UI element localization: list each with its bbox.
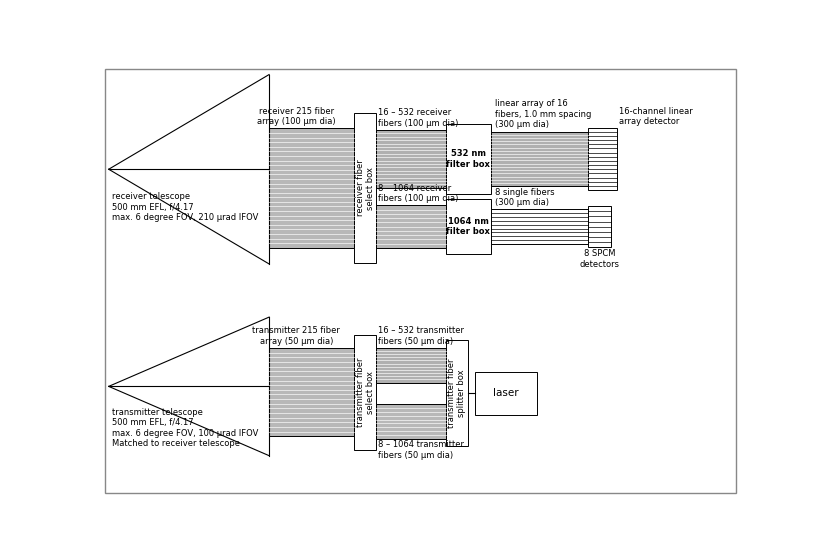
Text: transmitter telescope
500 mm EFL, f/4.17
max. 6 degree FOV, 100 μrad IFOV
Matche: transmitter telescope 500 mm EFL, f/4.17…: [111, 408, 258, 448]
Text: receiver telescope
500 mm EFL, f/4.17
max. 6 degree FOV, 210 μrad IFOV: receiver telescope 500 mm EFL, f/4.17 ma…: [111, 192, 258, 222]
Text: 16-channel linear
array detector: 16-channel linear array detector: [618, 107, 692, 126]
Bar: [587, 206, 610, 247]
Bar: [376, 404, 446, 439]
Text: receiver 215 fiber
array (100 μm dia): receiver 215 fiber array (100 μm dia): [256, 107, 335, 126]
Text: 16 – 532 receiver
fibers (100 μm dia): 16 – 532 receiver fibers (100 μm dia): [378, 108, 458, 128]
Text: 8 – 1064 receiver
fibers (100 μm dia): 8 – 1064 receiver fibers (100 μm dia): [378, 184, 458, 203]
Text: transmitter 215 fiber
array (50 μm dia): transmitter 215 fiber array (50 μm dia): [252, 326, 340, 345]
Text: 16 – 532 transmitter
fibers (50 μm dia): 16 – 532 transmitter fibers (50 μm dia): [378, 326, 464, 345]
Text: 8 – 1064 transmitter
fibers (50 μm dia): 8 – 1064 transmitter fibers (50 μm dia): [378, 440, 464, 460]
Bar: [491, 131, 587, 186]
Bar: [475, 372, 536, 415]
Bar: [587, 128, 617, 190]
Text: 8 SPCM
detectors: 8 SPCM detectors: [578, 250, 618, 268]
Bar: [446, 340, 467, 447]
Bar: [354, 113, 376, 263]
Text: transmitter fiber
select box: transmitter fiber select box: [355, 358, 374, 427]
Text: laser: laser: [493, 388, 518, 398]
Text: transmitter fiber
splitter box: transmitter fiber splitter box: [446, 359, 466, 428]
Bar: [446, 199, 491, 254]
Text: 1064 nm
filter box: 1064 nm filter box: [446, 217, 490, 236]
Bar: [269, 129, 354, 248]
Bar: [376, 130, 446, 188]
Text: receiver fiber
select box: receiver fiber select box: [355, 160, 374, 217]
Text: linear array of 16
fibers, 1.0 mm spacing
(300 μm dia): linear array of 16 fibers, 1.0 mm spacin…: [494, 99, 590, 129]
Bar: [376, 206, 446, 248]
Text: 532 nm
filter box: 532 nm filter box: [446, 149, 490, 169]
Bar: [491, 209, 587, 244]
Text: 8 single fibers
(300 μm dia): 8 single fibers (300 μm dia): [494, 188, 554, 207]
Bar: [376, 348, 446, 383]
Bar: [354, 335, 376, 450]
Bar: [269, 348, 354, 437]
Bar: [446, 124, 491, 194]
